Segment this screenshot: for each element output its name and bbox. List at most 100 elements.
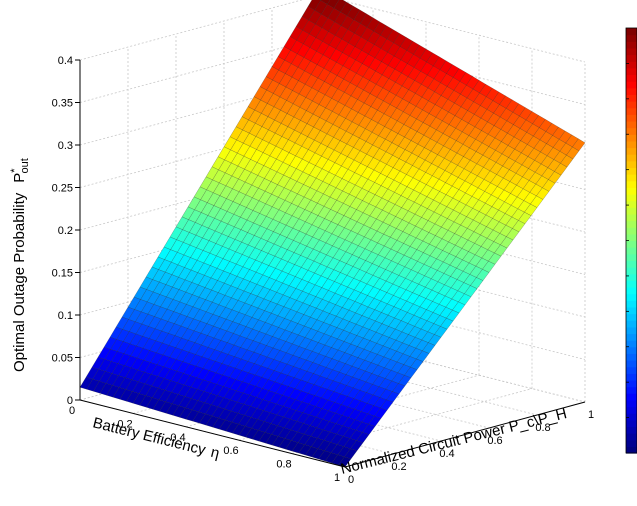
colorbar-segment <box>626 94 637 102</box>
y-tick-label: 0.8 <box>535 422 550 434</box>
colorbar-segment <box>626 41 637 49</box>
colorbar-segment <box>626 399 637 408</box>
colorbar-segment <box>626 147 637 155</box>
colorbar-segment <box>626 107 637 115</box>
colorbar-segment <box>626 207 637 215</box>
colorbar-segment <box>626 300 637 308</box>
colorbar-segment <box>626 120 637 129</box>
z-axis-label: Optimal Outage Probability P*out <box>9 158 31 372</box>
colorbar-segment <box>626 54 637 62</box>
colorbar-segment <box>626 433 637 441</box>
colorbar-segment <box>626 373 637 381</box>
colorbar-segment <box>626 320 637 328</box>
colorbar-segment <box>626 439 637 447</box>
colorbar-segment <box>626 306 637 315</box>
x-tick-label: 0.8 <box>276 459 291 471</box>
colorbar-segment <box>626 419 637 428</box>
axes-lines <box>75 59 586 468</box>
colorbar-segment <box>626 346 637 354</box>
colorbar-segment <box>626 286 637 295</box>
colorbar-segment <box>626 180 637 188</box>
z-axis-symbol: P <box>11 173 28 183</box>
colorbar-segment <box>626 194 637 202</box>
x-tick-label: 0.2 <box>117 418 132 430</box>
colorbar-segment <box>626 340 637 348</box>
colorbar-segment <box>626 313 637 321</box>
y-tick-label: 0.4 <box>439 448 454 460</box>
z-axis-sub: out <box>19 158 31 173</box>
colorbar-segment <box>626 260 637 268</box>
z-tick-label: 0.35 <box>52 98 73 110</box>
colorbar-segment <box>626 253 637 262</box>
colorbar <box>625 27 637 454</box>
colorbar-segment <box>626 273 637 281</box>
colorbar-segment <box>626 267 637 275</box>
x-tick-label: 0.4 <box>170 432 185 444</box>
z-axis-label-text: Optimal Outage Probability <box>11 192 28 372</box>
z-tick-label: 0.1 <box>58 310 73 322</box>
y-axis-line <box>344 401 586 468</box>
x-axis-label-text: Battery Efficiency <box>91 414 208 459</box>
colorbar-segment <box>626 360 637 368</box>
colorbar-segment <box>626 366 637 374</box>
colorbar-segment <box>626 413 637 421</box>
colorbar-segment <box>626 213 637 222</box>
colorbar-segment <box>626 280 637 288</box>
colorbar-segment <box>626 101 637 109</box>
colorbar-segment <box>626 406 637 414</box>
colorbar-segment <box>626 446 637 454</box>
z-tick-label: 0.4 <box>58 55 73 67</box>
colorbar-segment <box>626 28 637 36</box>
y-tick-label: 1 <box>588 409 594 421</box>
colorbar-segment <box>626 227 637 235</box>
colorbar-segment <box>626 174 637 182</box>
y-tick-label: 0 <box>348 474 354 486</box>
colorbar-segment <box>626 240 637 248</box>
x-axis-line <box>79 399 346 468</box>
colorbar-segment <box>626 200 637 208</box>
z-tick-label: 0.3 <box>58 140 73 152</box>
colorbar-segment <box>626 140 637 149</box>
grid-line <box>79 79 321 146</box>
colorbar-segment <box>626 293 637 301</box>
colorbar-segment <box>626 386 637 394</box>
z-tick-label: 0.2 <box>58 225 73 237</box>
colorbar-segment <box>626 187 637 195</box>
colorbar-segment <box>626 127 637 135</box>
colorbar-segment <box>626 426 637 434</box>
colorbar-segment <box>626 47 637 56</box>
y-tick-label: 0.2 <box>391 461 406 473</box>
x-tick-label: 1 <box>334 472 340 484</box>
z-tick-label: 0.05 <box>52 353 73 365</box>
grid-line <box>79 0 304 61</box>
colorbar-segment <box>626 233 637 242</box>
y-tick-label: 0.6 <box>487 435 502 447</box>
colorbar-segment <box>626 333 637 341</box>
grid-line <box>79 37 321 103</box>
colorbar-segment <box>626 167 637 175</box>
colorbar-segment <box>626 393 637 401</box>
colorbar-segment <box>626 247 637 255</box>
colorbar-segment <box>626 353 637 361</box>
colorbar-segment <box>626 326 637 335</box>
tick-labels: 0 0.05 0.1 0.15 0.2 0.25 0.3 0.35 0.4 0 0.2 0.4 0.6 0… <box>52 55 594 486</box>
z-tick-label: 0.25 <box>52 183 73 195</box>
x-tick-label: 0.6 <box>223 445 238 457</box>
colorbar-segment <box>626 81 637 89</box>
colorbar-segment <box>626 154 637 162</box>
colorbar-segment <box>626 114 637 122</box>
colorbar-segment <box>626 61 637 69</box>
grid-line <box>79 122 321 188</box>
colorbar-segment <box>626 74 637 82</box>
colorbar-segment <box>626 160 637 169</box>
z-axis-sup: * <box>9 168 21 173</box>
x-axis-symbol: η <box>209 444 221 463</box>
surface-plot <box>79 0 586 468</box>
colorbar-segment <box>626 379 637 388</box>
colorbar-segment <box>626 87 637 96</box>
z-tick-label: 0 <box>67 395 73 407</box>
grid-line <box>338 0 586 63</box>
z-tick-label: 0.15 <box>52 268 73 280</box>
colorbar-segment <box>626 220 637 228</box>
